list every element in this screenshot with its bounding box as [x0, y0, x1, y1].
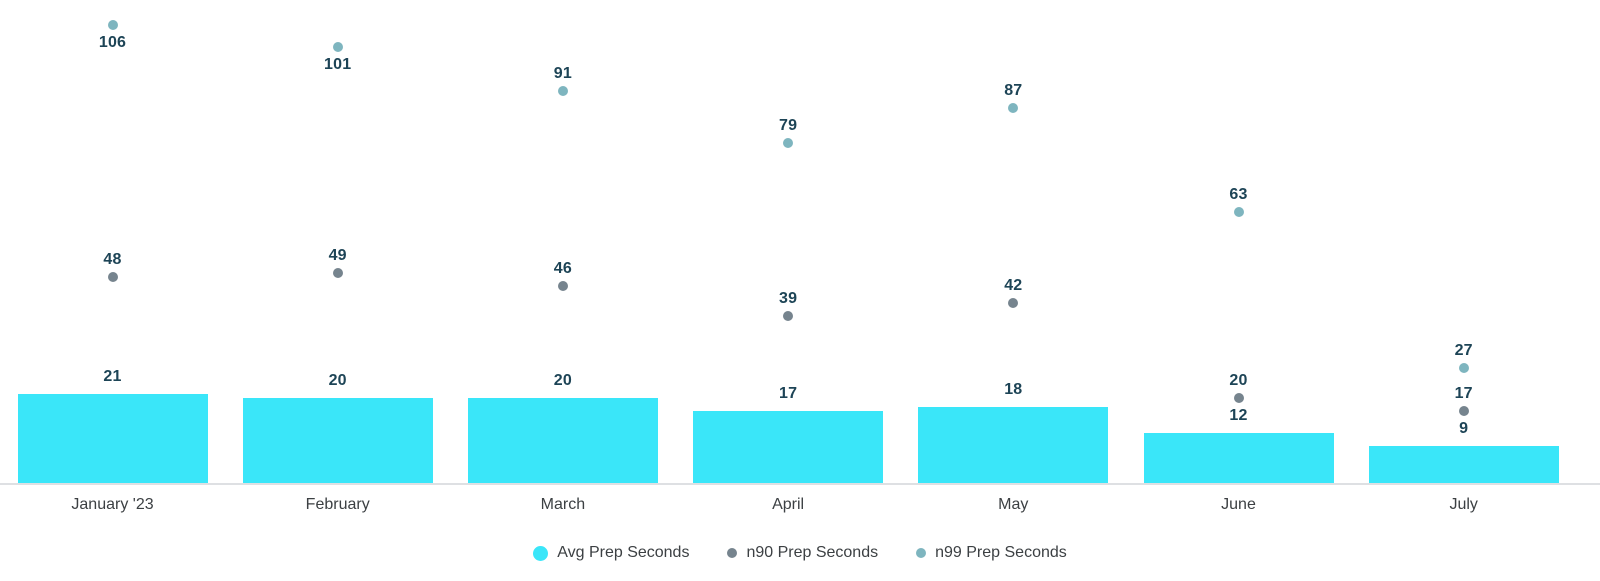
n99-value-label-february: 101: [324, 56, 352, 74]
n90-dot-july[interactable]: [1458, 406, 1469, 417]
avg-prep-value-label-january-23: 21: [103, 367, 122, 385]
x-axis-label-march: March: [540, 496, 586, 513]
avg-prep-bar-march[interactable]: [467, 398, 658, 485]
legend-marker-n90-prep-seconds-icon: [727, 548, 738, 558]
n90-dot-april[interactable]: [783, 310, 794, 321]
n99-dot-january-23[interactable]: [107, 20, 118, 31]
n99-value-label-june: 63: [1229, 185, 1248, 203]
x-axis-label-june: June: [1221, 496, 1256, 513]
n90-dot-may[interactable]: [1008, 297, 1019, 308]
legend-label-n99-prep-seconds: n99 Prep Seconds: [935, 544, 1067, 561]
avg-prep-bar-may[interactable]: [918, 406, 1109, 485]
x-axis-label-february: February: [305, 496, 370, 513]
avg-prep-bar-july[interactable]: [1368, 445, 1559, 485]
avg-prep-bar-april[interactable]: [693, 411, 884, 485]
legend-label-n90-prep-seconds: n90 Prep Seconds: [746, 544, 879, 561]
n99-dot-march[interactable]: [557, 85, 568, 96]
n99-dot-february[interactable]: [332, 42, 343, 53]
n90-value-label-february: 49: [328, 246, 347, 264]
legend-item-avg-prep-seconds[interactable]: Avg Prep Seconds: [533, 544, 689, 562]
legend-label-avg-prep-seconds: Avg Prep Seconds: [557, 544, 690, 561]
n90-value-label-january-23: 48: [103, 250, 122, 268]
avg-prep-value-label-may: 18: [1004, 380, 1023, 398]
x-axis-label-april: April: [772, 496, 805, 513]
n90-value-label-july: 17: [1454, 385, 1473, 403]
n90-value-label-march: 46: [553, 259, 572, 277]
n90-value-label-april: 39: [778, 289, 798, 307]
n90-value-label-june: 20: [1229, 372, 1248, 390]
n90-value-label-may: 42: [1004, 276, 1023, 294]
avg-prep-value-label-april: 17: [778, 385, 798, 403]
x-axis-label-may: May: [998, 496, 1029, 513]
n90-dot-march[interactable]: [557, 280, 568, 291]
avg-prep-value-label-february: 20: [328, 372, 347, 390]
avg-prep-bar-february[interactable]: [242, 398, 433, 485]
avg-prep-value-label-june: 12: [1229, 406, 1248, 424]
avg-prep-bar-june[interactable]: [1143, 432, 1334, 485]
n99-value-label-july: 27: [1454, 341, 1473, 359]
avg-prep-value-label-march: 20: [553, 372, 572, 390]
legend-item-n99-prep-seconds[interactable]: n99 Prep Seconds: [916, 544, 1067, 562]
avg-prep-bar-january-23[interactable]: [17, 393, 208, 485]
n99-value-label-january-23: 106: [98, 34, 127, 52]
n99-value-label-april: 79: [778, 116, 798, 134]
n99-dot-july[interactable]: [1458, 362, 1469, 373]
n90-dot-june[interactable]: [1233, 393, 1244, 404]
chart-legend: Avg Prep Seconds n90 Prep Seconds n99 Prep…: [0, 541, 1600, 565]
legend-marker-n99-prep-seconds-icon: [916, 548, 927, 558]
n99-dot-april[interactable]: [783, 137, 794, 148]
avg-prep-value-label-july: 9: [1459, 419, 1469, 437]
n99-value-label-march: 91: [553, 64, 572, 82]
n99-dot-may[interactable]: [1008, 102, 1019, 113]
legend-item-n90-prep-seconds[interactable]: n90 Prep Seconds: [727, 544, 878, 562]
x-axis-label-january-23: January '23: [71, 496, 154, 513]
n90-dot-february[interactable]: [332, 267, 343, 278]
x-axis-label-july: July: [1449, 496, 1478, 513]
legend-marker-avg-prep-seconds-icon: [533, 545, 549, 561]
n99-dot-june[interactable]: [1233, 206, 1244, 217]
n90-dot-january-23[interactable]: [107, 271, 118, 282]
x-axis-line: [0, 483, 1600, 485]
n99-value-label-may: 87: [1004, 81, 1023, 99]
